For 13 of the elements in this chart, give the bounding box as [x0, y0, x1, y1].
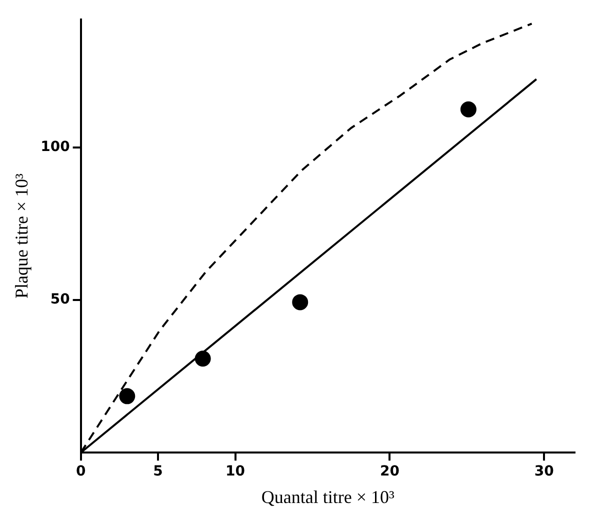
point — [292, 294, 308, 310]
point — [460, 101, 476, 118]
x-tick-label: 30 — [534, 464, 554, 480]
point — [194, 350, 211, 367]
y-axis-title: Plaque titre × 10³ — [12, 172, 32, 299]
point — [119, 388, 136, 404]
x-tick-label: 10 — [226, 464, 246, 480]
y-tick-label: 50 — [50, 292, 70, 308]
x-tick-label: 5 — [153, 464, 163, 480]
x-tick-label: 0 — [76, 464, 86, 480]
x-tick-label: 20 — [380, 464, 400, 480]
x-axis-title: Quantal titre × 10³ — [261, 486, 396, 507]
y-tick-label: 100 — [40, 139, 70, 156]
